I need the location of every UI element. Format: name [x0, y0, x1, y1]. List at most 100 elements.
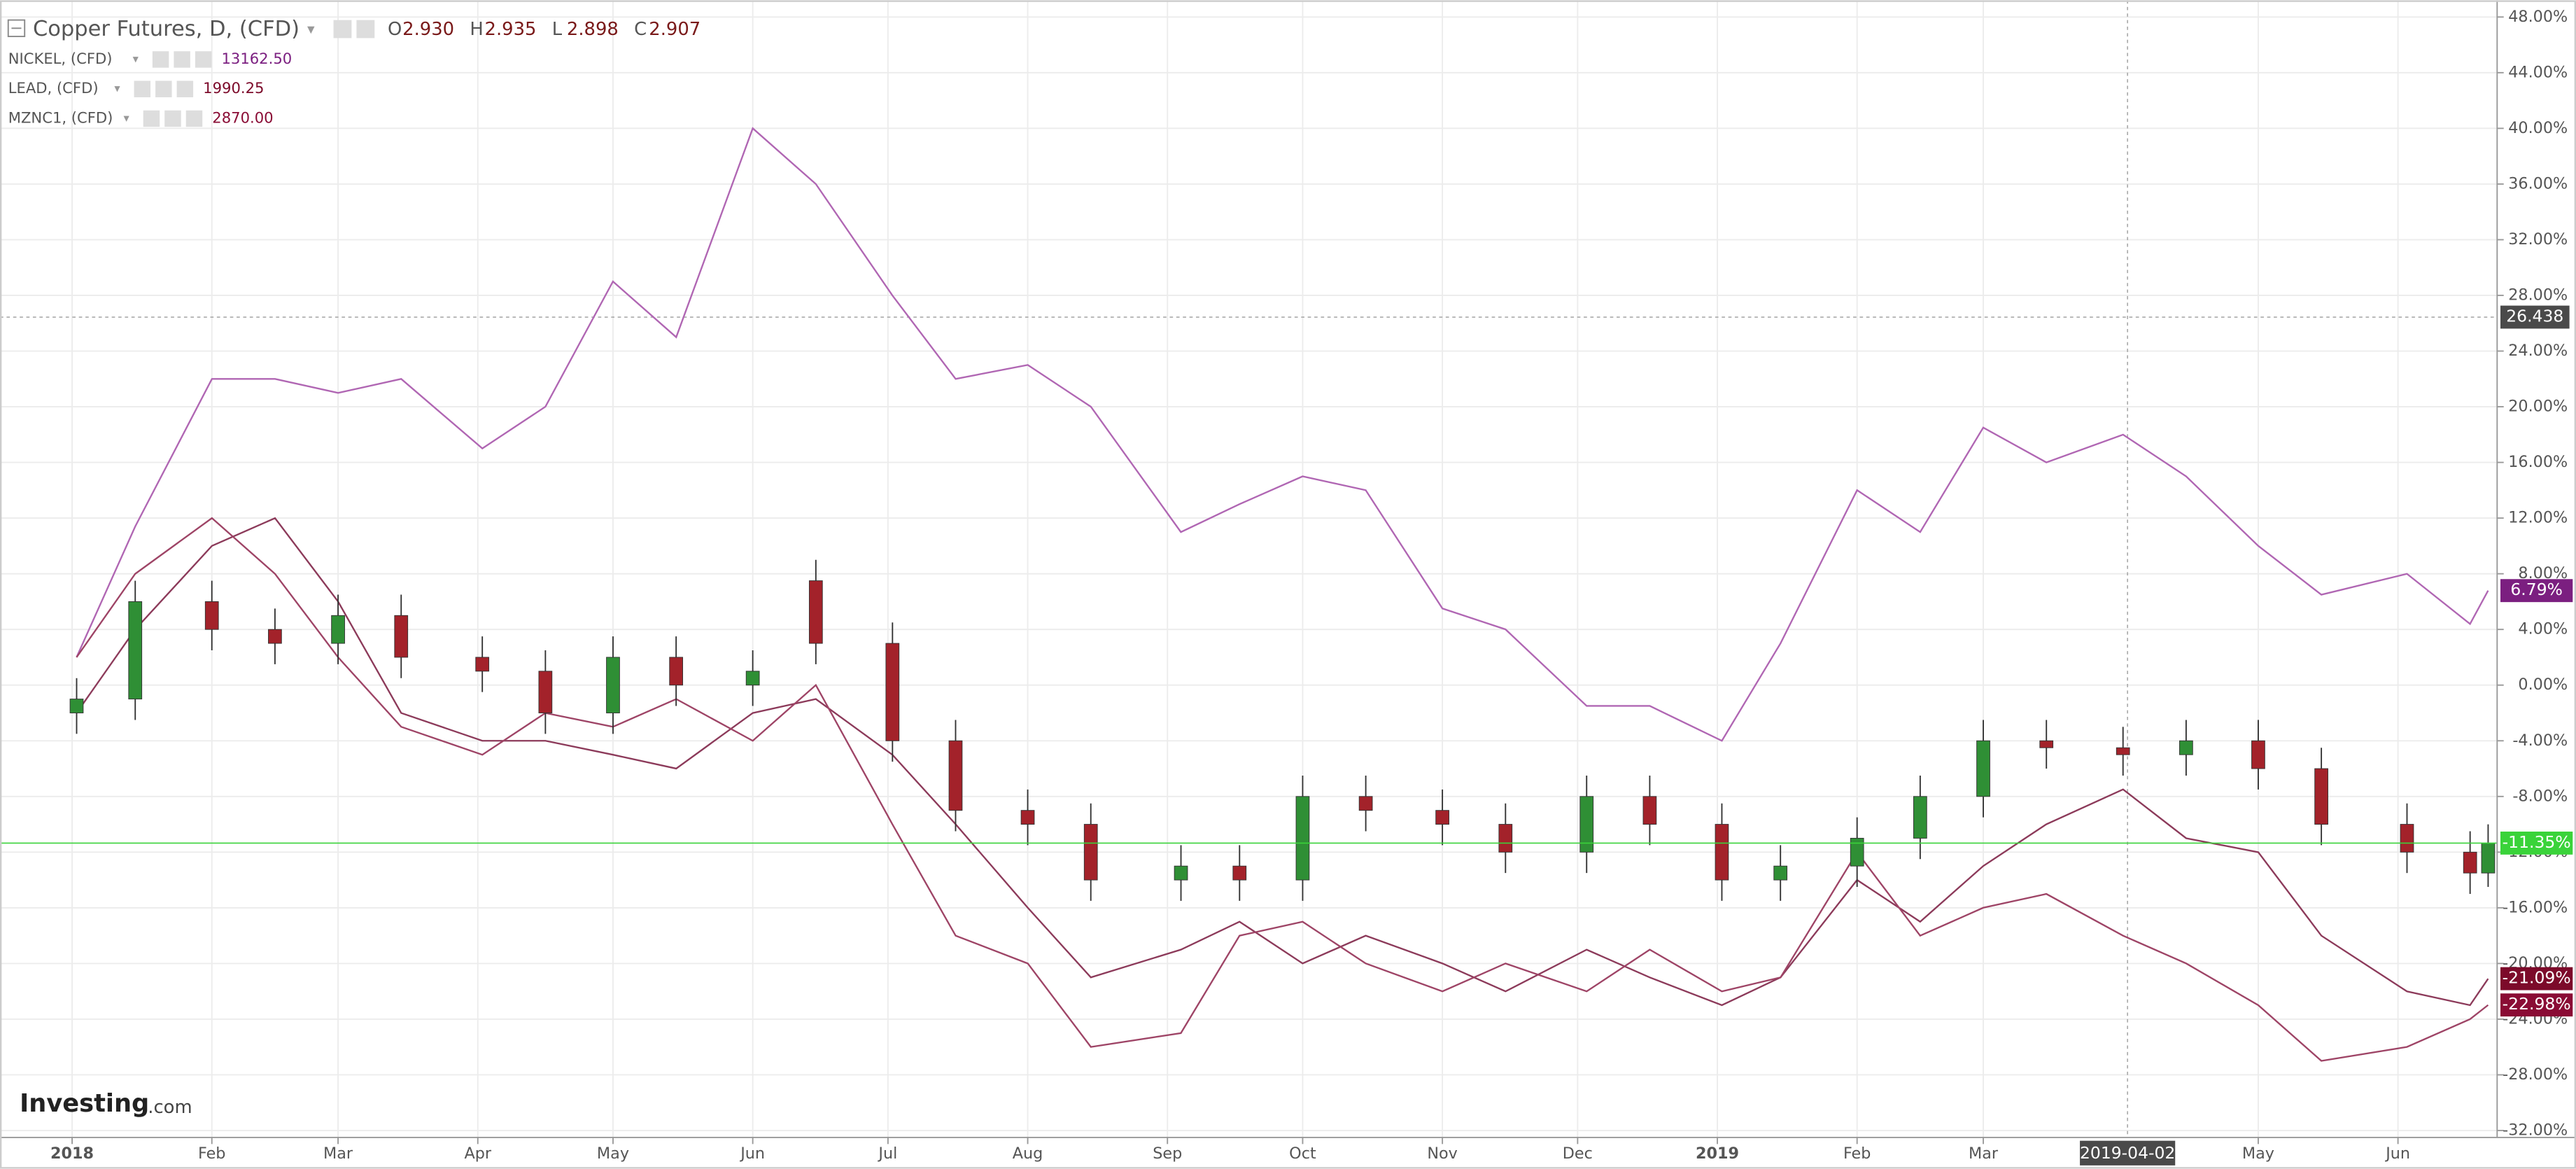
settings-icon[interactable] — [356, 20, 375, 38]
candle-body — [1642, 796, 1657, 825]
x-tick-label: Jun — [2384, 1144, 2410, 1163]
x-tick-label: Nov — [1427, 1144, 1458, 1163]
chart-title: Copper Futures, D, (CFD) — [33, 17, 300, 41]
y-tick-label: 20.00% — [2508, 398, 2568, 416]
candle-body — [1295, 796, 1310, 881]
last-value-box — [2500, 831, 2573, 855]
x-tick-label: 2018 — [50, 1144, 94, 1163]
candle-body — [1773, 865, 1788, 881]
candle-body — [331, 615, 345, 644]
candle-body — [2251, 740, 2265, 769]
logo-suffix: .com — [148, 1097, 192, 1118]
legend-icon[interactable] — [155, 80, 172, 97]
legend-icon[interactable] — [134, 80, 151, 97]
x-tick-label: 2019 — [1696, 1144, 1739, 1163]
candle-body — [606, 657, 620, 713]
candle-body — [1174, 865, 1188, 881]
y-tick-label: 12.00% — [2508, 509, 2568, 527]
x-tick-label: Feb — [198, 1144, 225, 1163]
x-tick-label: Jul — [877, 1144, 897, 1163]
candle-body — [1232, 865, 1247, 881]
legend-icon[interactable] — [164, 110, 181, 127]
y-tick-label: -16.00% — [2503, 898, 2568, 916]
candle-body — [69, 699, 84, 713]
last-value-box — [2500, 579, 2573, 603]
candle-body — [885, 643, 900, 741]
crosshair-x-label: 2019-04-02 — [2080, 1143, 2175, 1163]
ohlc-value: 2.930 — [402, 19, 454, 40]
crosshair-y-label: 26.438 — [2506, 307, 2563, 326]
legend-icon[interactable] — [174, 51, 190, 68]
legend-icon[interactable] — [195, 51, 212, 68]
x-tick-label: May — [597, 1144, 629, 1163]
ohlc-value: 2.898 — [567, 19, 619, 40]
candle-body — [1020, 810, 1035, 825]
legend-name: LEAD, (CFD) — [8, 79, 99, 97]
candle-body — [2314, 768, 2328, 825]
candle-body — [2116, 747, 2130, 755]
logo: Investing .com — [20, 1089, 192, 1118]
y-tick-label: 40.00% — [2508, 119, 2568, 137]
logo-brand: Investing — [20, 1089, 149, 1118]
x-tick-label: Apr — [464, 1144, 491, 1163]
series-line — [76, 517, 2489, 1062]
legend-arrow: ▾ — [124, 111, 130, 125]
legend-icon[interactable] — [143, 110, 160, 127]
y-axis: -32.00%-28.00%-24.00%-20.00%-16.00%-12.0… — [2497, 8, 2573, 1140]
y-tick-label: 32.00% — [2508, 230, 2568, 248]
header: Copper Futures, D, (CFD) ▾ O 2.930 H 2.935 L… — [7, 17, 701, 41]
ohlc-key: L — [552, 19, 563, 40]
candle-body — [1083, 824, 1098, 881]
candle-body — [1498, 824, 1513, 853]
candle-body — [1358, 796, 1373, 811]
grid — [0, 0, 2498, 1138]
y-tick-label: 28.00% — [2508, 286, 2568, 304]
crosshair-x-box — [2080, 1140, 2176, 1166]
candle-body — [808, 580, 823, 644]
legend-name: NICKEL, (CFD) — [8, 50, 113, 67]
legend-arrow: ▾ — [114, 82, 120, 95]
candle-body — [2481, 842, 2496, 874]
x-axis: 2018 Feb Mar Apr May Jun Jul Aug Sep Oct Nov Dec 201… — [50, 1137, 2410, 1166]
crosshair-y-box — [2500, 305, 2570, 329]
dropdown-arrow[interactable]: ▾ — [307, 20, 315, 38]
series-line — [76, 517, 2489, 1007]
candle-body — [669, 657, 684, 686]
x-tick-label: Mar — [323, 1144, 353, 1163]
legend-icon[interactable] — [152, 51, 169, 68]
x-tick-label: Feb — [1843, 1144, 1871, 1163]
x-tick-label: Sep — [1153, 1144, 1182, 1163]
last-value-box — [2500, 967, 2573, 990]
y-tick-label: 4.00% — [2518, 620, 2568, 638]
candle-body — [1913, 796, 1927, 839]
legend-price: 13162.50 — [221, 50, 292, 67]
x-tick-label: Oct — [1289, 1144, 1316, 1163]
candle-body — [394, 615, 409, 658]
last-value-label: -21.09% — [2503, 968, 2571, 988]
x-tick-label: Jun — [739, 1144, 765, 1163]
y-tick-label: 0.00% — [2518, 676, 2568, 694]
x-tick-label: Mar — [1969, 1144, 1999, 1163]
eye-icon[interactable] — [333, 20, 352, 38]
y-tick-label: -8.00% — [2512, 787, 2568, 805]
legend-icon[interactable] — [185, 110, 203, 127]
y-tick-label: 24.00% — [2508, 342, 2568, 360]
candle-body — [1850, 837, 1864, 867]
legend: NICKEL, (CFD) ▾ 13162.50 LEAD, (CFD) ▾ 1990.2… — [8, 50, 292, 127]
candle-body — [128, 601, 143, 700]
candle-body — [1715, 824, 1729, 881]
legend-icon[interactable] — [176, 80, 194, 97]
candle-body — [475, 657, 490, 672]
y-tick-label: 16.00% — [2508, 453, 2568, 471]
last-value-box — [2500, 993, 2573, 1017]
series-line — [76, 127, 2489, 742]
x-tick-label: Aug — [1013, 1144, 1043, 1163]
y-tick-label: 44.00% — [2508, 63, 2568, 81]
candle-body — [538, 671, 553, 713]
collapse-icon[interactable] — [7, 19, 26, 38]
last-value-label: -11.35% — [2503, 832, 2571, 852]
ohlc-key: O — [388, 19, 402, 40]
candle-body — [2400, 824, 2414, 853]
legend-price: 2870.00 — [212, 108, 273, 126]
